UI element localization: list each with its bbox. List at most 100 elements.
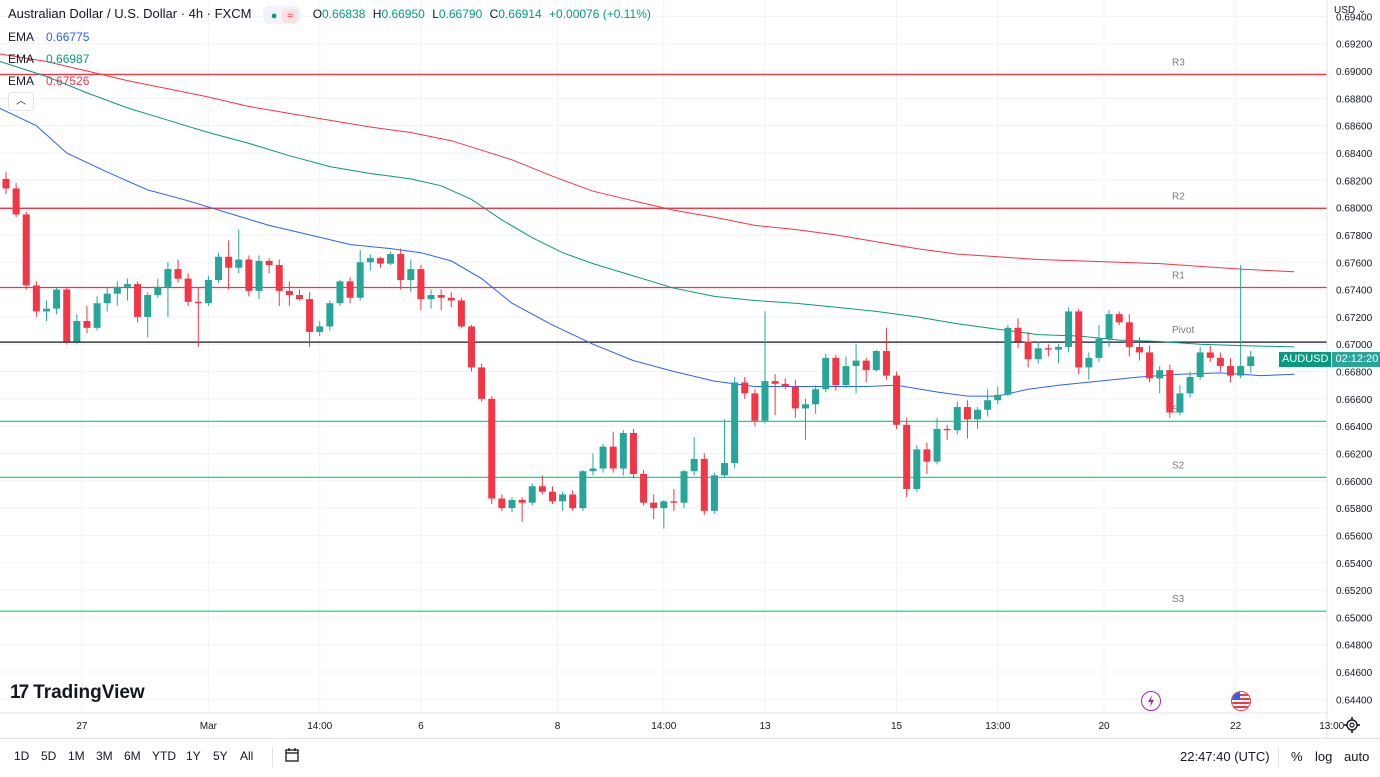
auto-toggle[interactable]: auto: [1344, 749, 1370, 764]
ema-value: 0.67526: [46, 74, 90, 88]
gear-icon[interactable]: [1344, 717, 1360, 733]
ema-label: EMA: [8, 74, 35, 88]
candle: [650, 494, 658, 520]
candle: [366, 254, 374, 271]
candle: [275, 259, 283, 306]
candle: [427, 289, 435, 309]
time-tick-label: 8: [555, 721, 561, 732]
candle: [478, 363, 486, 402]
candle: [528, 483, 536, 506]
candle: [812, 385, 820, 414]
price-tick-label: 0.66000: [1336, 477, 1373, 488]
candle: [123, 278, 131, 301]
candle: [872, 349, 880, 372]
brand-name: TradingView: [33, 682, 145, 703]
level-label-r3: R3: [1172, 57, 1185, 68]
candle: [1186, 371, 1194, 398]
timeframe-ytd[interactable]: YTD: [152, 749, 176, 763]
candle: [1166, 364, 1174, 418]
legend-toggles[interactable]: ● ≈: [263, 6, 302, 24]
dot-icon[interactable]: ●: [270, 10, 278, 22]
candle: [32, 281, 40, 317]
candle: [801, 398, 809, 440]
tradingview-logo[interactable]: 17 TradingView: [10, 682, 145, 704]
utc-clock[interactable]: 22:47:40 (UTC): [1180, 749, 1270, 764]
candle: [1227, 357, 1235, 383]
candle: [548, 486, 556, 505]
price-tick-label: 0.65800: [1336, 504, 1373, 515]
candle: [1216, 352, 1224, 372]
ema-legend-3[interactable]: EMA 0.67526: [8, 74, 89, 88]
candle: [670, 488, 678, 511]
us-flag-event-icon[interactable]: [1231, 691, 1251, 711]
ema-legend-2[interactable]: EMA 0.66987: [8, 52, 89, 66]
candle: [518, 497, 526, 522]
symbol-title[interactable]: Australian Dollar / U.S. Dollar · 4h · F…: [8, 6, 252, 22]
level-label-s3: S3: [1172, 594, 1185, 605]
price-axis: 0.69400 0.69200 0.69000 0.68800 0.68600 0.684…: [1336, 12, 1373, 706]
time-tick-label: 22: [1230, 721, 1242, 732]
percent-toggle[interactable]: %: [1291, 749, 1303, 764]
candle: [1044, 344, 1052, 357]
candle: [741, 376, 749, 399]
candle: [862, 357, 870, 383]
candle: [255, 255, 263, 300]
candle: [1065, 307, 1073, 353]
timeframe-5d[interactable]: 5D: [41, 749, 57, 763]
candle: [731, 376, 739, 469]
timeframe-1y[interactable]: 1Y: [186, 749, 201, 763]
candle: [2, 172, 10, 194]
candle: [83, 305, 91, 334]
candle: [953, 401, 961, 435]
currency-button[interactable]: USD ⌄: [1334, 5, 1367, 16]
price-tick-label: 0.68800: [1336, 94, 1373, 105]
candle: [12, 183, 20, 218]
open-label: O: [312, 7, 323, 22]
toolbar-divider: [272, 747, 273, 767]
timeframe-1m[interactable]: 1M: [68, 749, 85, 763]
ema-value: 0.66987: [46, 52, 90, 66]
candle: [356, 249, 364, 301]
time-tick-label: 20: [1098, 721, 1110, 732]
time-tick-label: 15: [891, 721, 903, 732]
ema-value: 0.66775: [46, 30, 90, 44]
timeframe-6m[interactable]: 6M: [124, 749, 141, 763]
log-toggle[interactable]: log: [1315, 749, 1333, 764]
candle: [771, 374, 779, 416]
tv-logo-icon: 17: [10, 682, 29, 703]
time-tick-label: 13:00: [985, 721, 1010, 732]
price-tick-label: 0.66400: [1336, 422, 1373, 433]
symbol-legend: Australian Dollar / U.S. Dollar · 4h · F…: [8, 6, 651, 24]
candlesticks: [2, 172, 1255, 529]
ema-legend-1[interactable]: EMA 0.66775: [8, 30, 89, 44]
timeframe-3m[interactable]: 3M: [96, 749, 113, 763]
candle: [1075, 308, 1083, 375]
timeframe-all[interactable]: All: [240, 749, 254, 763]
level-label-s2: S2: [1172, 460, 1185, 471]
candle: [913, 445, 921, 492]
chevron-up-icon[interactable]: ︿: [8, 92, 34, 111]
price-tick-label: 0.66800: [1336, 368, 1373, 379]
calendar-range-icon[interactable]: [284, 747, 300, 763]
time-tick-label: 14:00: [307, 721, 332, 732]
wave-icon[interactable]: ≈: [282, 9, 299, 23]
timeframe-5y[interactable]: 5Y: [213, 749, 228, 763]
candle: [103, 286, 111, 312]
candle: [184, 273, 192, 306]
candle: [791, 379, 799, 418]
candle: [457, 297, 465, 328]
pivot-levels: R3R2R1PivotS1S2S3: [0, 57, 1327, 612]
price-chart[interactable]: R3R2R1PivotS1S2S3 0.694000.692000.690000…: [0, 0, 1380, 738]
candle: [974, 407, 982, 429]
candle: [164, 262, 172, 317]
candle: [569, 490, 577, 511]
price-tick-label: 0.68400: [1336, 149, 1373, 160]
candle: [751, 389, 759, 427]
candle: [1237, 264, 1245, 379]
timeframe-1d[interactable]: 1D: [14, 749, 30, 763]
dividend-event-icon[interactable]: [1141, 691, 1161, 711]
candle: [1156, 366, 1164, 394]
candle: [721, 419, 729, 479]
candle: [93, 296, 101, 331]
candle: [295, 289, 303, 301]
